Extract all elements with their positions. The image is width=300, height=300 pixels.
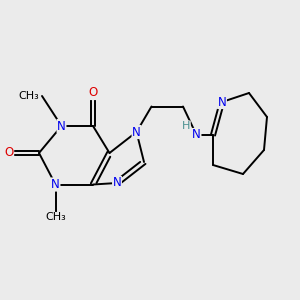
Text: N: N <box>218 95 226 109</box>
Text: H: H <box>182 121 190 131</box>
Text: N: N <box>57 119 66 133</box>
Text: N: N <box>51 178 60 191</box>
Text: N: N <box>112 176 122 190</box>
Text: N: N <box>192 128 201 142</box>
Text: N: N <box>132 125 141 139</box>
Text: O: O <box>4 146 14 160</box>
Text: CH₃: CH₃ <box>45 212 66 223</box>
Text: O: O <box>88 86 98 100</box>
Text: CH₃: CH₃ <box>18 91 39 101</box>
